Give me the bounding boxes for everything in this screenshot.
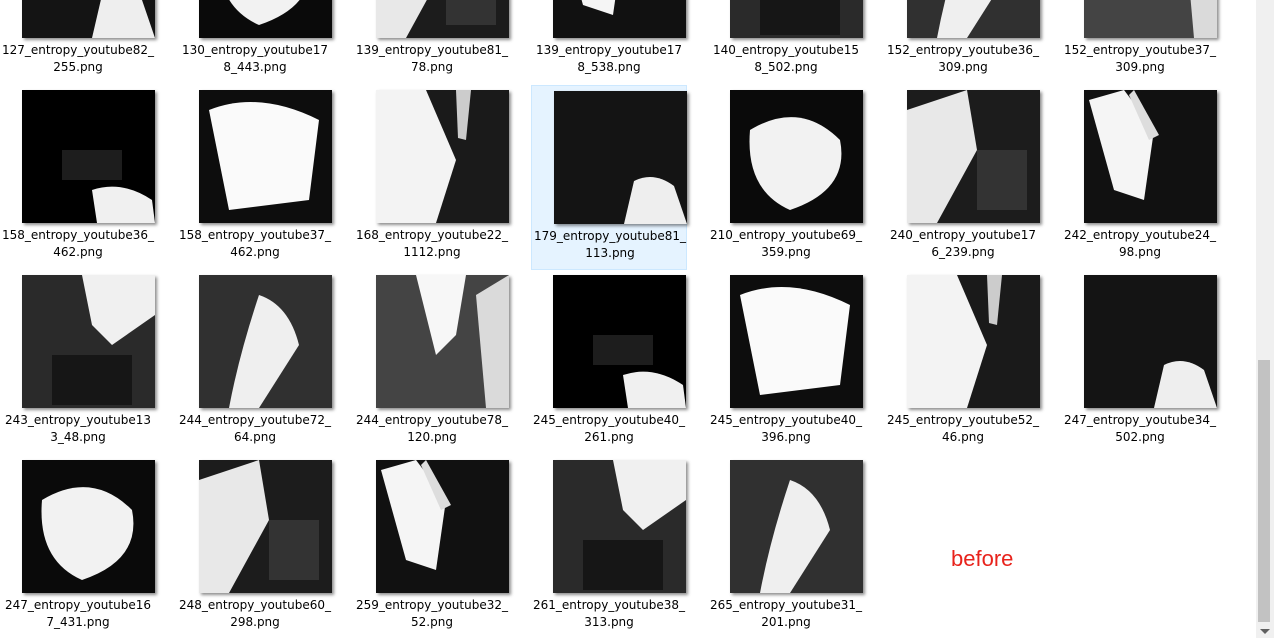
- file-item[interactable]: 152_entropy_youtube36_ 309.png: [885, 0, 1041, 85]
- file-thumbnail: [199, 90, 332, 223]
- file-name: 139_entropy_youtube17 8_538.png: [536, 43, 682, 74]
- file-thumbnail: [553, 0, 686, 38]
- file-name: 210_entropy_youtube69_ 359.png: [710, 228, 862, 259]
- file-thumbnail: [1084, 0, 1217, 38]
- scrollbar-thumb[interactable]: [1258, 360, 1270, 622]
- file-name: 265_entropy_youtube31_ 201.png: [710, 598, 862, 629]
- file-thumbnail: [553, 460, 686, 593]
- file-thumbnail: [22, 275, 155, 408]
- file-thumbnail: [376, 275, 509, 408]
- file-item[interactable]: 244_entropy_youtube78_ 120.png: [354, 270, 510, 455]
- file-item[interactable]: 245_entropy_youtube40_ 396.png: [708, 270, 864, 455]
- file-name: 244_entropy_youtube72_ 64.png: [179, 413, 331, 444]
- file-thumbnail: [22, 90, 155, 223]
- file-name: 168_entropy_youtube22_ 1112.png: [356, 228, 508, 259]
- file-name: 179_entropy_youtube81_ 113.png: [534, 229, 686, 260]
- vertical-scrollbar[interactable]: [1256, 0, 1274, 638]
- file-thumbnail: [1084, 275, 1217, 408]
- file-item[interactable]: 245_entropy_youtube40_ 261.png: [531, 270, 687, 455]
- file-thumbnail: [553, 275, 686, 408]
- file-name: 245_entropy_youtube52_ 46.png: [887, 413, 1039, 444]
- file-thumbnail: [730, 275, 863, 408]
- file-item[interactable]: 247_entropy_youtube16 7_431.png: [0, 455, 156, 640]
- file-name: 152_entropy_youtube36_ 309.png: [887, 43, 1039, 74]
- file-thumbnail: [199, 460, 332, 593]
- scroll-down-arrow-icon[interactable]: [1260, 629, 1270, 634]
- file-item[interactable]: 158_entropy_youtube36_ 462.png: [0, 85, 156, 270]
- file-name: 245_entropy_youtube40_ 396.png: [710, 413, 862, 444]
- file-item[interactable]: 168_entropy_youtube22_ 1112.png: [354, 85, 510, 270]
- file-item[interactable]: 152_entropy_youtube37_ 309.png: [1062, 0, 1218, 85]
- file-item[interactable]: 127_entropy_youtube82_ 255.png: [0, 0, 156, 85]
- file-name: 248_entropy_youtube60_ 298.png: [179, 598, 331, 629]
- file-name: 259_entropy_youtube32_ 52.png: [356, 598, 508, 629]
- file-thumbnail: [22, 460, 155, 593]
- file-item[interactable]: 179_entropy_youtube81_ 113.png: [531, 85, 687, 270]
- file-item[interactable]: 242_entropy_youtube24_ 98.png: [1062, 85, 1218, 270]
- file-name: 247_entropy_youtube16 7_431.png: [5, 598, 151, 629]
- file-name: 127_entropy_youtube82_ 255.png: [2, 43, 154, 74]
- file-name: 130_entropy_youtube17 8_443.png: [182, 43, 328, 74]
- file-name: 261_entropy_youtube38_ 313.png: [533, 598, 685, 629]
- file-item[interactable]: 240_entropy_youtube17 6_239.png: [885, 85, 1041, 270]
- file-item[interactable]: 243_entropy_youtube13 3_48.png: [0, 270, 156, 455]
- file-name: 245_entropy_youtube40_ 261.png: [533, 413, 685, 444]
- file-name: 244_entropy_youtube78_ 120.png: [356, 413, 508, 444]
- file-thumbnail: [376, 90, 509, 223]
- file-item[interactable]: 140_entropy_youtube15 8_502.png: [708, 0, 864, 85]
- file-item[interactable]: 130_entropy_youtube17 8_443.png: [177, 0, 333, 85]
- file-item[interactable]: 139_entropy_youtube81_ 78.png: [354, 0, 510, 85]
- file-name: 158_entropy_youtube37_ 462.png: [179, 228, 331, 259]
- file-name: 139_entropy_youtube81_ 78.png: [356, 43, 508, 74]
- file-thumbnail: [199, 275, 332, 408]
- file-item[interactable]: 261_entropy_youtube38_ 313.png: [531, 455, 687, 640]
- file-thumbnail: [1084, 90, 1217, 223]
- before-annotation: before: [951, 546, 1014, 571]
- file-thumbnail: [907, 90, 1040, 223]
- file-name: 247_entropy_youtube34_ 502.png: [1064, 413, 1216, 444]
- file-item[interactable]: 247_entropy_youtube34_ 502.png: [1062, 270, 1218, 455]
- file-item[interactable]: 244_entropy_youtube72_ 64.png: [177, 270, 333, 455]
- file-item[interactable]: 245_entropy_youtube52_ 46.png: [885, 270, 1041, 455]
- file-name: 140_entropy_youtube15 8_502.png: [713, 43, 859, 74]
- file-name: 240_entropy_youtube17 6_239.png: [890, 228, 1036, 259]
- file-thumbnail: [907, 275, 1040, 408]
- file-name: 242_entropy_youtube24_ 98.png: [1064, 228, 1216, 259]
- file-thumbnail: [730, 90, 863, 223]
- file-thumbnail: [376, 0, 509, 38]
- file-item[interactable]: 139_entropy_youtube17 8_538.png: [531, 0, 687, 85]
- file-name: 158_entropy_youtube36_ 462.png: [2, 228, 154, 259]
- file-name: 243_entropy_youtube13 3_48.png: [5, 413, 151, 444]
- file-thumbnail: [376, 460, 509, 593]
- file-item[interactable]: 210_entropy_youtube69_ 359.png: [708, 85, 864, 270]
- file-thumbnail: [554, 91, 687, 224]
- file-thumbnail: [907, 0, 1040, 38]
- file-thumbnail: [730, 0, 863, 38]
- file-thumbnail: [730, 460, 863, 593]
- file-item[interactable]: 158_entropy_youtube37_ 462.png: [177, 85, 333, 270]
- file-thumbnail: [22, 0, 155, 38]
- file-item[interactable]: 259_entropy_youtube32_ 52.png: [354, 455, 510, 640]
- file-thumbnail: [199, 0, 332, 38]
- file-item[interactable]: 248_entropy_youtube60_ 298.png: [177, 455, 333, 640]
- file-name: 152_entropy_youtube37_ 309.png: [1064, 43, 1216, 74]
- file-item[interactable]: 265_entropy_youtube31_ 201.png: [708, 455, 864, 640]
